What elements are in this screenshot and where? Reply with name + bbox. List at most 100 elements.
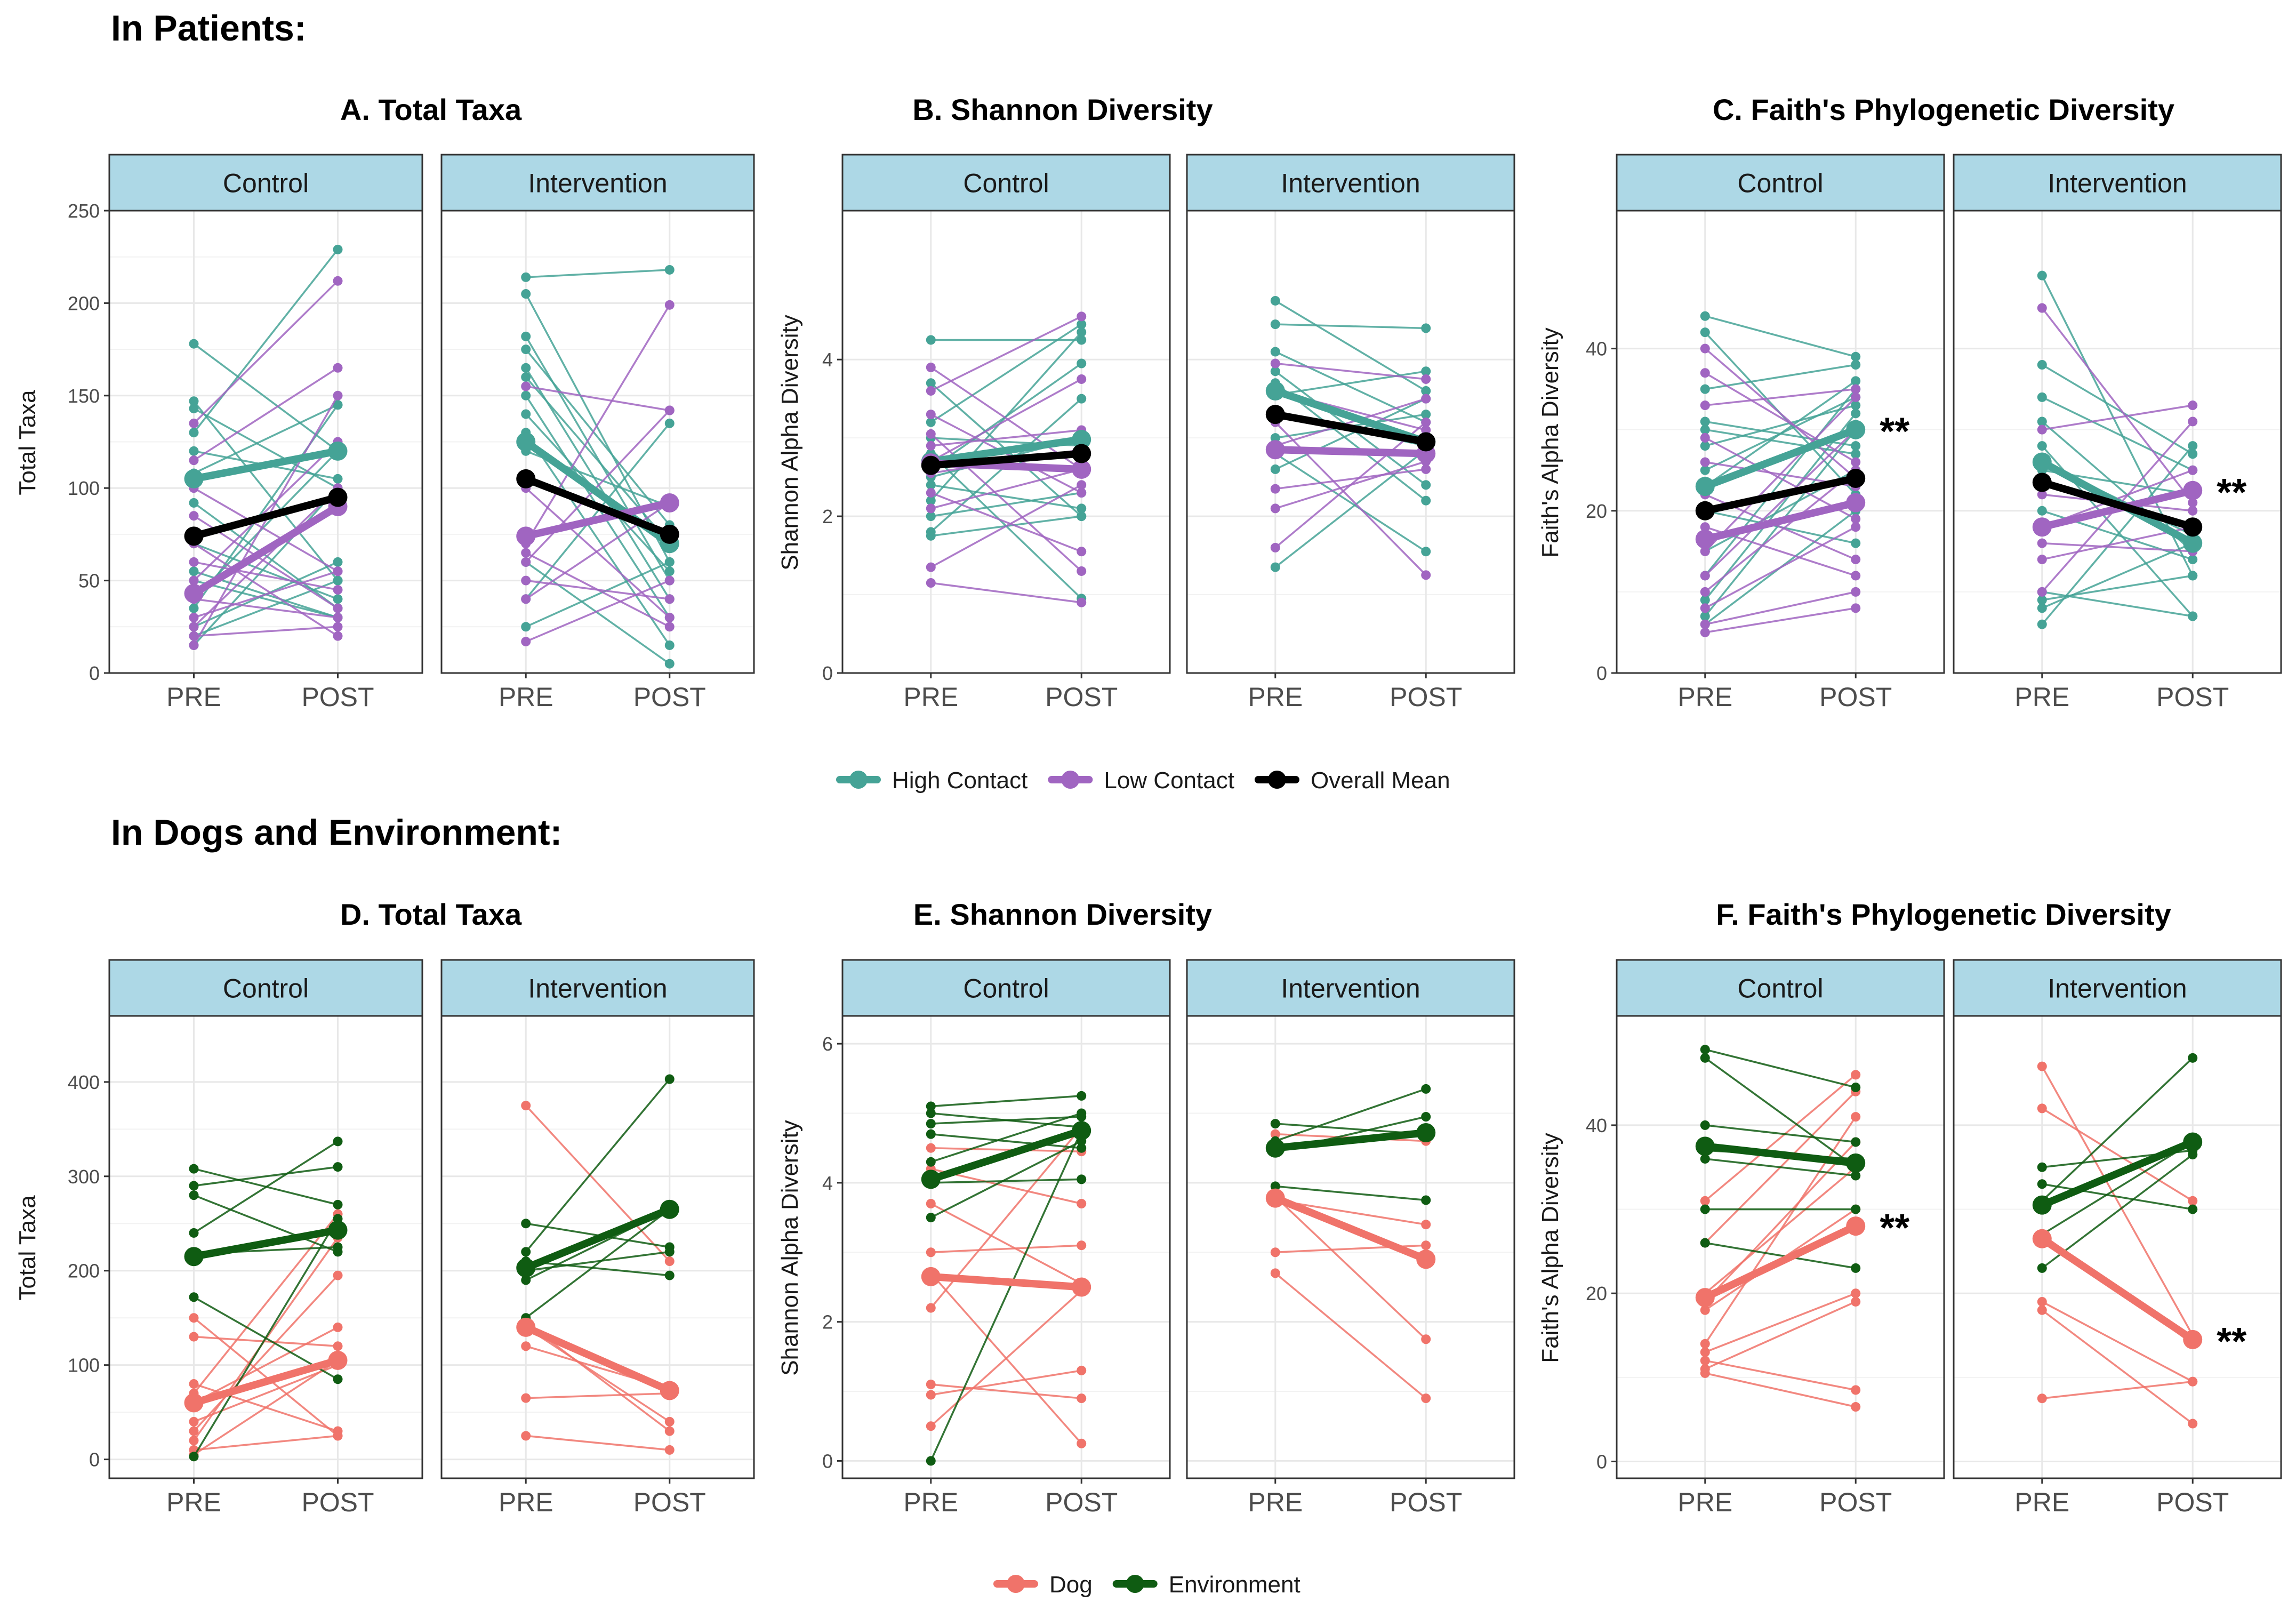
data-point (521, 345, 531, 355)
subject-line (2041, 445, 2194, 625)
mean-point (2183, 533, 2203, 553)
subject-line (930, 1289, 1082, 1427)
data-point (1851, 538, 1861, 548)
data-point (1270, 1268, 1280, 1278)
data-point (521, 409, 531, 419)
data-point (2037, 595, 2047, 605)
data-point (1851, 1402, 1861, 1412)
chart-b-shannon-diversity: B. Shannon Diversity Shannon Alpha Divers… (777, 93, 1515, 712)
mean-point (1846, 493, 1866, 512)
mean-line (522, 1323, 673, 1395)
subject-line (930, 1116, 1082, 1125)
mean-line (2038, 1138, 2197, 1209)
chart-title: C. Faith's Phylogenetic Diversity (1713, 93, 2174, 126)
data-point (926, 1303, 936, 1313)
data-point (1851, 457, 1861, 467)
data-point (333, 631, 343, 641)
facet-strip-label: Control (223, 169, 309, 198)
data-point (1700, 627, 1710, 637)
facet-control: Control PRE POST ** (1616, 154, 1945, 712)
mean-point (328, 1220, 348, 1240)
subject-line (2041, 1107, 2194, 1202)
data-point (1700, 1305, 1710, 1315)
legend-item-high-contact: High Contact (836, 767, 1027, 794)
data-point (2037, 392, 2047, 402)
data-point (664, 1074, 675, 1084)
subject-line (1275, 460, 1426, 510)
legend-key-point (849, 771, 868, 789)
data-point (1421, 425, 1431, 435)
data-point (189, 603, 199, 613)
facet-strip-label: Intervention (2048, 169, 2187, 198)
data-point (2037, 270, 2047, 281)
data-point (1851, 555, 1861, 565)
mean-point (1695, 1288, 1715, 1308)
y-tick-label: 20 (1586, 1283, 1607, 1304)
subject-line (1275, 362, 1426, 380)
data-point (1700, 571, 1710, 581)
data-point (2188, 416, 2198, 427)
facet-strip-label: Intervention (528, 169, 667, 198)
mean-line-environment (1695, 1136, 1866, 1173)
plot-border (1953, 210, 2282, 674)
subject-line (2041, 1301, 2194, 1383)
mean-point (1695, 1136, 1715, 1156)
data-point (1851, 384, 1861, 394)
data-point (1700, 343, 1710, 354)
mean-point (1846, 468, 1866, 488)
subject-line (930, 492, 1082, 517)
subject-line (930, 315, 1082, 392)
mean-point (1416, 1123, 1436, 1143)
data-point (2188, 1204, 2198, 1214)
data-point (189, 1190, 199, 1200)
subject-line (193, 1359, 339, 1456)
data-point (1851, 1137, 1861, 1147)
data-point (521, 331, 531, 341)
chart-c-faith-s-phylogenetic-diversity: C. Faith's Phylogenetic Diversity Faith's… (1537, 93, 2282, 712)
mean-line (522, 1205, 673, 1272)
data-point (664, 612, 675, 622)
subject-line (930, 429, 1082, 447)
facet-intervention: Intervention PRE POST (440, 959, 755, 1517)
subject-line (1704, 372, 1857, 463)
data-point (1421, 386, 1431, 396)
subject-line (930, 582, 1082, 604)
facet-strip (841, 154, 1171, 212)
subject-line (194, 1335, 338, 1348)
data-point (189, 612, 199, 622)
subject-line (2042, 542, 2193, 609)
x-tick-label: POST (301, 1487, 374, 1517)
data-point (1851, 449, 1861, 459)
data-point (926, 1213, 936, 1223)
data-point (333, 594, 343, 604)
y-tick-label: 0 (1596, 1451, 1607, 1472)
data-point (1851, 522, 1861, 532)
chart-title: D. Total Taxa (340, 898, 522, 931)
subject-line (525, 1104, 671, 1262)
facet-strip-label: Intervention (528, 974, 667, 1004)
facet-strip (1616, 154, 1945, 212)
data-point (926, 511, 936, 522)
subject-line (1704, 429, 1857, 576)
subject-line (194, 561, 338, 591)
data-point (2188, 401, 2198, 411)
data-point (333, 603, 343, 613)
significance-annotation: ** (2217, 471, 2246, 514)
data-point (926, 495, 936, 506)
data-point (1700, 311, 1710, 321)
mean-point (1265, 381, 1285, 401)
data-point (2188, 571, 2198, 581)
mean-point (328, 487, 348, 507)
data-point (1077, 597, 1087, 607)
y-tick-label: 0 (89, 1449, 100, 1471)
subject-line (525, 304, 671, 544)
data-point (1077, 566, 1087, 576)
data-point (664, 659, 675, 669)
subject-line (1275, 370, 1426, 396)
data-point (1077, 511, 1087, 522)
data-point (1270, 1129, 1280, 1139)
x-tick-label: PRE (2014, 1487, 2069, 1517)
mean-line (1701, 426, 1860, 491)
data-point (1270, 358, 1280, 369)
data-point (189, 455, 199, 466)
